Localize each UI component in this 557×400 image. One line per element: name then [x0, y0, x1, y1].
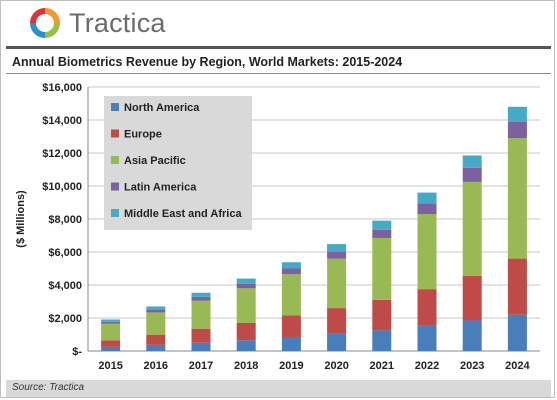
x-tick-label: 2024: [505, 360, 530, 372]
bar-segment: [281, 336, 301, 351]
legend-label: North America: [124, 102, 200, 114]
chart-title: Annual Biometrics Revenue by Region, Wor…: [12, 55, 403, 69]
bar-segment: [372, 220, 392, 230]
y-tick-label: $6,000: [48, 247, 82, 259]
x-tick-label: 2021: [370, 360, 394, 372]
y-tick-label: $10,000: [42, 181, 82, 193]
x-tick-label: 2022: [415, 360, 439, 372]
bar-segment: [191, 342, 211, 351]
bar-segment: [101, 340, 121, 347]
bar-segment: [236, 283, 256, 289]
bar-segment: [191, 300, 211, 329]
y-tick-label: $4,000: [48, 280, 82, 292]
bar-segment: [327, 251, 347, 259]
brand-name: Tractica: [69, 7, 166, 38]
bar-segment: [507, 106, 527, 122]
title-rule: [6, 73, 551, 74]
bar-segment: [462, 155, 482, 168]
y-tick-label: $12,000: [42, 148, 82, 160]
tractica-logo-icon: [30, 8, 60, 38]
x-tick-label: 2020: [324, 360, 348, 372]
bar-segment: [146, 309, 166, 313]
x-tick-label: 2019: [279, 360, 303, 372]
bar-segment: [236, 340, 256, 351]
x-tick-label: 2023: [460, 360, 484, 372]
bar-segment: [507, 121, 527, 139]
bar-segment: [236, 288, 256, 323]
bar-segment: [101, 323, 121, 341]
bar-segment: [372, 237, 392, 300]
legend-label: Europe: [124, 129, 162, 141]
bar-segment: [417, 214, 437, 290]
bar-segment: [191, 328, 211, 343]
bar-segment: [462, 167, 482, 182]
footer-bar: Source: Tractica: [6, 380, 551, 397]
bar-segment: [101, 321, 121, 324]
legend-swatch: [111, 129, 119, 138]
bar-segment: [462, 275, 482, 321]
bar-segment: [236, 322, 256, 341]
y-tick-label: $2,000: [48, 313, 82, 325]
source-note: Source: Tractica: [12, 382, 85, 393]
bar-segment: [372, 330, 392, 351]
legend-swatch: [111, 182, 119, 191]
bar-segment: [507, 314, 527, 351]
bar-segment: [281, 274, 301, 316]
bar-segment: [507, 258, 527, 315]
legend-label: Asia Pacific: [124, 155, 186, 167]
y-tick-label: $16,000: [42, 82, 82, 94]
bar-segment: [236, 278, 256, 284]
y-tick-label: $8,000: [48, 214, 82, 226]
legend-label: Middle East and Africa: [124, 208, 242, 220]
bar-segment: [327, 308, 347, 334]
x-tick-label: 2018: [234, 360, 258, 372]
bar-segment: [101, 319, 121, 322]
bar-segment: [327, 244, 347, 252]
x-tick-label: 2015: [98, 360, 122, 372]
legend-box: [104, 96, 252, 230]
bar-segment: [191, 296, 211, 301]
y-tick-label: $-: [72, 346, 82, 358]
bar-segment: [417, 203, 437, 215]
y-axis-title: ($ Millions): [15, 190, 27, 248]
bar-segment: [462, 181, 482, 276]
legend-swatch: [111, 156, 119, 164]
bar-segment: [372, 299, 392, 331]
bar-segment: [417, 325, 437, 351]
legend-label: Latin America: [124, 182, 197, 194]
bar-segment: [417, 289, 437, 326]
bar-segment: [146, 312, 166, 335]
x-tick-label: 2016: [144, 360, 168, 372]
bar-segment: [281, 262, 301, 269]
legend-swatch: [111, 209, 119, 217]
bar-segment: [507, 138, 527, 259]
stacked-bar-chart: $- $2,000 $4,000 $6,000 $8,000 $10,000 $12,000…: [15, 82, 540, 372]
bar-segment: [327, 333, 347, 351]
bar-segment: [281, 315, 301, 337]
brand-logo: Tractica: [28, 5, 166, 41]
bar-segment: [191, 292, 211, 297]
bar-segment: [146, 306, 166, 310]
bar-segment: [327, 258, 347, 309]
bar-segment: [146, 334, 166, 345]
y-tick-label: $14,000: [42, 115, 82, 127]
bar-segment: [462, 320, 482, 351]
bar-segment: [281, 268, 301, 275]
bar-segment: [372, 229, 392, 238]
bar-segment: [146, 344, 166, 351]
bar-segment: [101, 346, 121, 351]
header-rule: [6, 46, 551, 49]
bar-segment: [417, 192, 437, 204]
legend-swatch: [111, 103, 119, 111]
x-tick-label: 2017: [189, 360, 213, 372]
